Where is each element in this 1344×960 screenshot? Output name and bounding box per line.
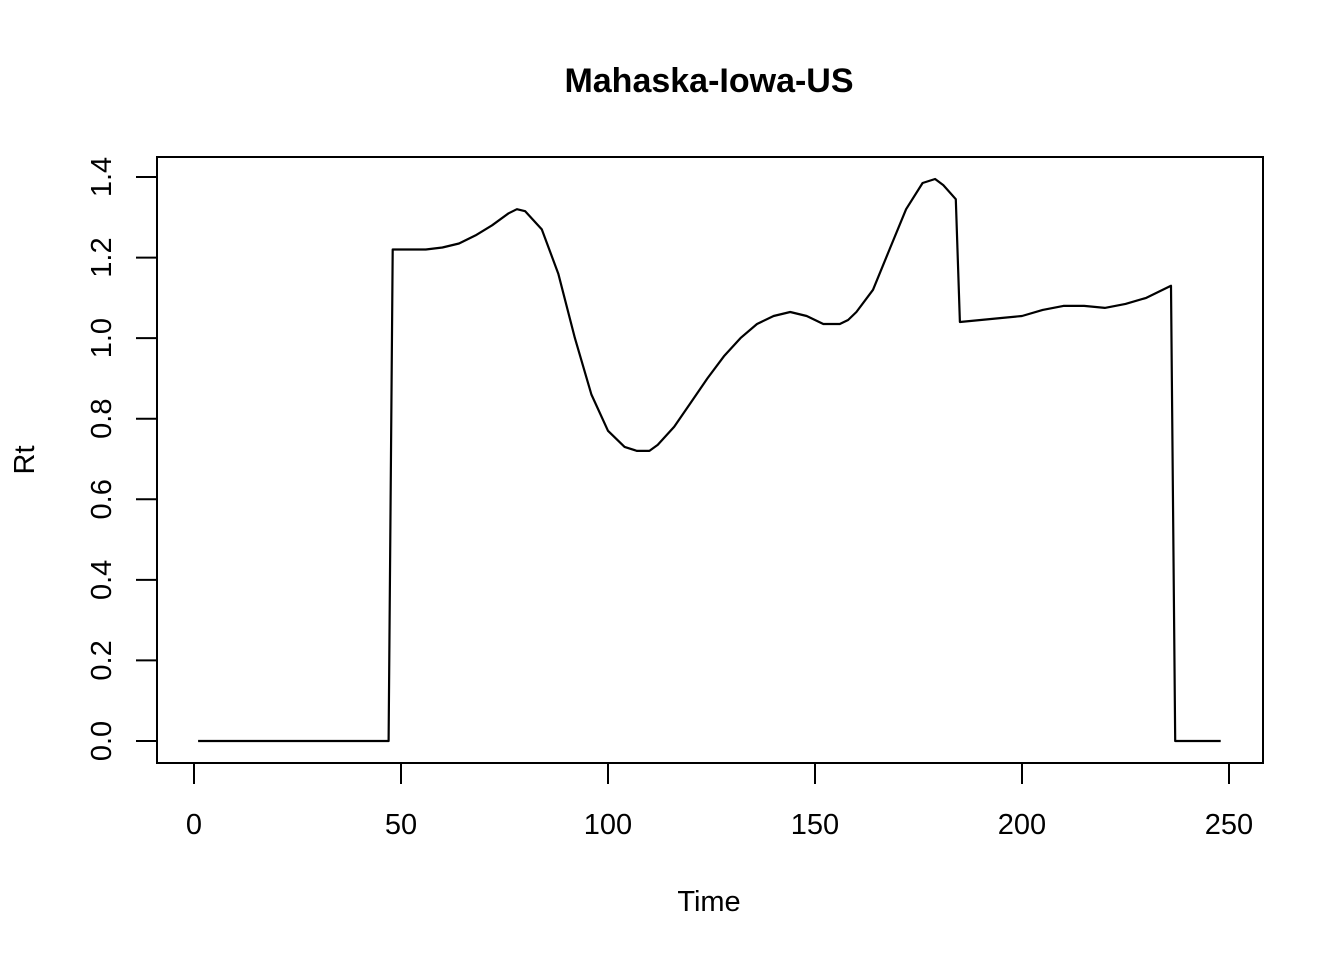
y-tick-label: 1.4 [86, 157, 118, 197]
x-tick-label: 100 [584, 809, 632, 841]
plot-frame [156, 156, 1264, 764]
y-tick-label: 1.0 [86, 318, 118, 358]
y-tick-label: 0.2 [86, 640, 118, 680]
x-axis-label: Time [677, 886, 740, 918]
y-tick-label: 0.6 [86, 479, 118, 519]
x-tick-label: 0 [186, 809, 202, 841]
x-tick-label: 200 [998, 809, 1046, 841]
y-axis-label: Rt [9, 446, 41, 475]
chart-title: Mahaska-Iowa-US [564, 62, 853, 100]
rt-series-line [198, 177, 1221, 743]
y-tick-label: 0.0 [86, 721, 118, 761]
y-tick-label: 0.8 [86, 399, 118, 439]
y-tick-label: 0.4 [86, 560, 118, 600]
x-tick-label: 150 [791, 809, 839, 841]
y-axis: 0.0 0.2 0.4 0.6 0.8 1.0 1.2 1.4 [86, 157, 158, 761]
x-tick-label: 250 [1205, 809, 1253, 841]
series-layer [198, 177, 1221, 743]
y-tick-label: 1.2 [86, 237, 118, 277]
x-tick-label: 50 [385, 809, 417, 841]
x-axis: 0 50 100 150 200 250 [186, 762, 1253, 841]
